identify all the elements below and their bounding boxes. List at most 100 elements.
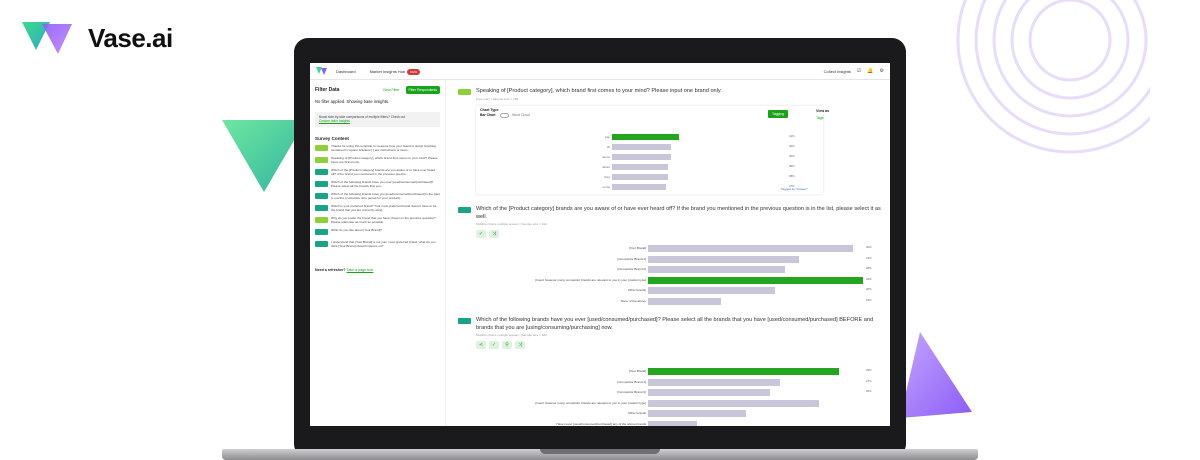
check-icon[interactable]: ✓ bbox=[476, 230, 486, 239]
survey-question-text: Why do you prefer the brand that you hav… bbox=[331, 215, 436, 225]
q2-bar-track bbox=[648, 245, 863, 252]
q3-head: Which of the following brands have you e… bbox=[458, 317, 888, 332]
q2-bar-value: 31% bbox=[866, 255, 872, 260]
q1-sub: Free entry | Sample size = 189 bbox=[476, 96, 519, 101]
q2-bar-track bbox=[648, 287, 863, 294]
q3-bar-label: [Competitor Brand 2] bbox=[617, 390, 646, 394]
q3-bar[interactable] bbox=[648, 389, 771, 396]
collect-insights-icon[interactable]: ☑ bbox=[856, 68, 862, 74]
q2-bar-value: 26% bbox=[866, 287, 872, 291]
question-block-2: Which of the [Product category] brands a… bbox=[458, 206, 888, 306]
page-tour-link[interactable]: Take a page tour bbox=[346, 267, 374, 272]
collect-insights-button[interactable]: Collect Insights bbox=[823, 68, 851, 74]
q1-bar[interactable] bbox=[612, 134, 680, 140]
chart-type-toggle[interactable] bbox=[500, 113, 509, 118]
q1-bar[interactable] bbox=[612, 184, 667, 190]
check-icon[interactable]: ✓ bbox=[489, 341, 499, 350]
q2-bar-value: 28% bbox=[866, 266, 872, 270]
q1-bar-value: 38% bbox=[789, 174, 795, 178]
q3-bar-label: [Your Brand] bbox=[628, 369, 646, 373]
shuffle-icon[interactable]: ⤨ bbox=[489, 230, 499, 239]
q2-bar-track bbox=[648, 266, 863, 273]
filter-respondents-button[interactable]: Filter Respondents bbox=[405, 86, 440, 94]
q2-bar[interactable] bbox=[648, 297, 722, 305]
survey-question-item[interactable]: I understand that [Your Brand] is not yo… bbox=[315, 240, 440, 250]
q2-bar-value: 15% bbox=[866, 297, 872, 302]
q3-bar-row: [Insert however many competitor brands a… bbox=[458, 399, 888, 410]
q1-bar-track bbox=[612, 134, 785, 140]
question-type-icon bbox=[315, 228, 328, 235]
q3-bar[interactable] bbox=[648, 378, 780, 386]
question-type-icon bbox=[315, 216, 328, 223]
question-type-icon bbox=[315, 144, 328, 151]
q1-bar-track bbox=[612, 174, 785, 180]
word-cloud-option[interactable]: Word Cloud bbox=[512, 113, 530, 117]
boost-text: Boost side-by-side comparisons of multip… bbox=[319, 115, 406, 119]
filter-row: Filter Data New Filter Filter Respondent… bbox=[315, 86, 440, 94]
q2-bar[interactable] bbox=[648, 287, 776, 294]
survey-question-item[interactable]: Which of the [Product category] brands a… bbox=[315, 168, 440, 178]
q2-bar[interactable] bbox=[648, 245, 854, 252]
share-icon[interactable]: ⋖ bbox=[476, 341, 486, 350]
q3-bar[interactable] bbox=[648, 399, 820, 407]
nav-market-insights-hub[interactable]: Market Insights Hub NEW bbox=[370, 68, 421, 75]
survey-question-item[interactable]: Which is your preferred brand? Your most… bbox=[315, 204, 440, 214]
shuffle-icon[interactable]: ⤨ bbox=[515, 341, 525, 350]
q2-bar[interactable] bbox=[648, 266, 785, 273]
q3-bar-track bbox=[648, 410, 863, 417]
nav-dashboard[interactable]: Dashboard bbox=[336, 68, 356, 74]
q1-chart-panel: Chart Type Bar Chart Word Cloud Tagging … bbox=[476, 106, 823, 194]
q3-title: Which of the following brands have you e… bbox=[476, 317, 874, 331]
q3-bar-label: [Insert however many competitor brands a… bbox=[535, 400, 646, 405]
new-filter-button[interactable]: New Filter bbox=[383, 88, 400, 92]
view-as-select[interactable]: Tags bbox=[816, 116, 824, 120]
q1-type-chip bbox=[458, 89, 471, 95]
survey-content-title: Survey Content bbox=[315, 135, 349, 141]
q2-bar-row: [Your Brand] 42% bbox=[458, 244, 888, 255]
bell-icon[interactable]: 🔔 bbox=[867, 68, 874, 74]
survey-question-item[interactable]: Why do you prefer the brand that you hav… bbox=[315, 216, 440, 226]
q3-bar-label: [Competitor Brand 1] bbox=[617, 379, 646, 384]
custom-insights-link[interactable]: Custom-tailor Insights bbox=[319, 119, 350, 124]
q1-bar[interactable] bbox=[612, 144, 671, 150]
q2-bar-track bbox=[648, 276, 863, 284]
q1-bar[interactable] bbox=[612, 174, 668, 180]
tagging-button[interactable]: Tagging bbox=[768, 110, 788, 118]
q3-bar-track bbox=[648, 399, 863, 407]
q2-head: Which of the [Product category] brands a… bbox=[458, 206, 888, 221]
bar-chart-option[interactable]: Bar Chart bbox=[480, 113, 496, 117]
q1-bar-row: pop 41% bbox=[596, 133, 806, 143]
q1-bar-row: come 37% bbox=[596, 183, 806, 193]
q3-bar[interactable] bbox=[648, 410, 746, 417]
question-type-icon bbox=[315, 204, 328, 211]
survey-question-item[interactable]: Which of the following brands have you [… bbox=[315, 192, 440, 202]
filter-icon[interactable]: ⚲ bbox=[502, 341, 512, 350]
q2-bar[interactable] bbox=[648, 255, 800, 263]
q3-bar-label: Other brands bbox=[627, 411, 646, 415]
q1-bar[interactable] bbox=[612, 154, 671, 160]
laptop-notch bbox=[540, 449, 660, 454]
q2-bar-row: Other brands 26% bbox=[458, 286, 888, 297]
brand-name: Vase.ai bbox=[88, 22, 173, 53]
q1-bar-row: cb 40% bbox=[596, 143, 806, 153]
q2-bars: [Your Brand] 42% [Competitor Brand 1] 31% [C… bbox=[458, 244, 888, 307]
q3-bar-label: Have never [used/consumed/purchased] any… bbox=[556, 421, 646, 426]
q1-bar-track bbox=[612, 154, 785, 160]
q2-sub: Multiple choice multiple answer | Sample… bbox=[476, 222, 547, 227]
survey-question-item[interactable]: Speaking of [Product category], which br… bbox=[315, 156, 440, 166]
survey-question-item[interactable]: What do you like about [Your Brand]? bbox=[315, 228, 440, 238]
q1-bar[interactable] bbox=[612, 164, 668, 170]
q3-bar[interactable] bbox=[648, 420, 697, 426]
q2-bar-track bbox=[648, 297, 863, 305]
q1-bar-label: about bbox=[602, 165, 610, 169]
survey-question-item[interactable]: Thanks for using this template to measur… bbox=[315, 144, 440, 154]
survey-question-item[interactable]: Which of the following brands have you e… bbox=[315, 180, 440, 190]
q3-bar[interactable] bbox=[648, 368, 839, 375]
app-logo-icon[interactable] bbox=[316, 67, 328, 75]
question-list: Thanks for using this template to measur… bbox=[315, 144, 440, 250]
q2-bar-label: None of the above bbox=[620, 298, 646, 303]
gear-icon[interactable]: ⚙ bbox=[879, 68, 884, 74]
q3-bar-track bbox=[648, 368, 863, 375]
q2-bar[interactable] bbox=[648, 276, 863, 284]
survey-question-text: I understand that [Your Brand] is not yo… bbox=[331, 239, 436, 249]
